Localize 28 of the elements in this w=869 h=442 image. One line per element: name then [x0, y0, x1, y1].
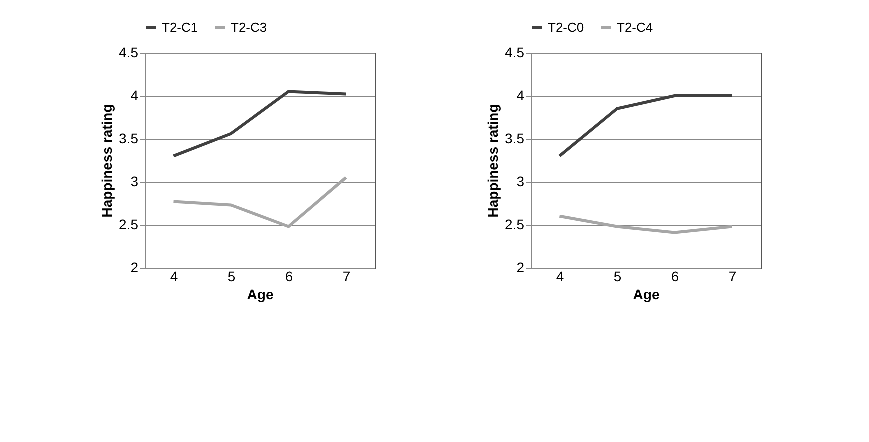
y-tick-label: 2.5	[505, 216, 525, 232]
legend-label: T2-C3	[231, 20, 268, 35]
y-tick-label: 4	[516, 88, 525, 104]
y-tick-label: 3	[130, 174, 139, 190]
y-tick-label: 4.5	[119, 44, 139, 60]
y-tick-label: 2.5	[119, 216, 139, 232]
x-tick-label: 6	[671, 268, 680, 284]
y-tick-label: 4	[130, 88, 139, 104]
x-tick-label: 5	[228, 268, 236, 284]
x-tick-label: 4	[556, 268, 564, 284]
y-axis-title: Happiness rating	[485, 104, 502, 218]
y-tick-label: 2	[130, 260, 139, 276]
y-axis-title: Happiness rating	[99, 104, 116, 218]
legend-label: T2-C1	[162, 20, 198, 35]
y-tick-label: 3.5	[119, 130, 139, 146]
x-tick-label: 7	[728, 268, 737, 284]
x-tick-label: 6	[285, 268, 294, 284]
legend-label: T2-C4	[617, 20, 654, 35]
y-tick-label: 3	[516, 174, 525, 190]
legend-label: T2-C0	[548, 20, 584, 35]
x-axis-title: Age	[633, 286, 660, 302]
x-tick-label: 5	[614, 268, 622, 284]
y-tick-label: 2	[516, 260, 525, 276]
x-axis-title: Age	[247, 286, 274, 302]
y-tick-label: 4.5	[505, 44, 525, 60]
x-tick-label: 4	[170, 268, 178, 284]
y-tick-label: 3.5	[505, 130, 525, 146]
x-tick-label: 7	[342, 268, 351, 284]
